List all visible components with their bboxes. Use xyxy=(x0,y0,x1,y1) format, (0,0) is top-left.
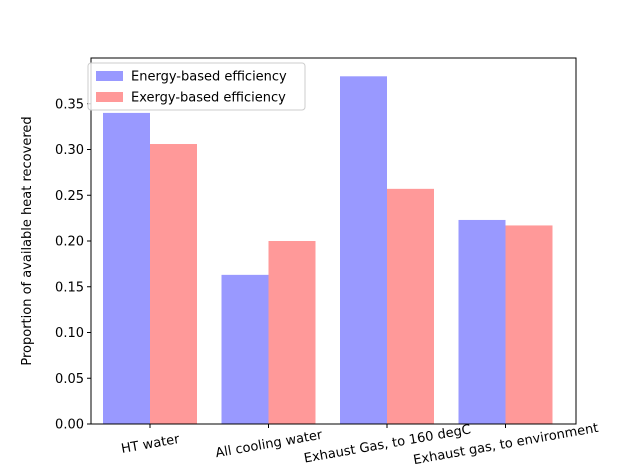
x-tick-label-0: HT water xyxy=(120,432,181,457)
bar-exergy-0 xyxy=(150,144,197,424)
y-tick-label-0: 0.00 xyxy=(55,418,84,433)
y-tick-label-2: 0.10 xyxy=(55,326,84,341)
y-tick-label-6: 0.30 xyxy=(55,143,84,158)
bar-exergy-1 xyxy=(268,241,316,424)
y-tick-label-7: 0.35 xyxy=(55,97,84,112)
y-axis: 0.00 0.05 0.10 0.15 0.20 0.25 0.30 0.35 xyxy=(55,97,91,433)
bar-energy-1 xyxy=(221,274,269,424)
legend-label-0: Energy-based efficiency xyxy=(131,70,287,85)
legend: Energy-based efficiency Exergy-based effi… xyxy=(87,62,306,111)
bar-exergy-3 xyxy=(505,225,553,424)
legend-label-1: Exergy-based efficiency xyxy=(131,91,286,106)
y-tick-label-1: 0.05 xyxy=(55,372,84,387)
bar-energy-2 xyxy=(340,76,387,425)
bar-energy-0 xyxy=(103,112,150,425)
bar-energy-3 xyxy=(458,219,506,424)
legend-swatch-0 xyxy=(96,71,123,81)
bar-exergy-2 xyxy=(387,188,434,424)
legend-box xyxy=(87,62,306,111)
bars-group xyxy=(103,76,553,425)
y-tick-label-3: 0.15 xyxy=(55,280,84,295)
legend-swatch-1 xyxy=(96,92,123,102)
y-tick-label-5: 0.25 xyxy=(55,189,84,204)
y-axis-label: Proportion of available heat recovered xyxy=(20,116,35,365)
y-tick-label-4: 0.20 xyxy=(55,235,84,250)
